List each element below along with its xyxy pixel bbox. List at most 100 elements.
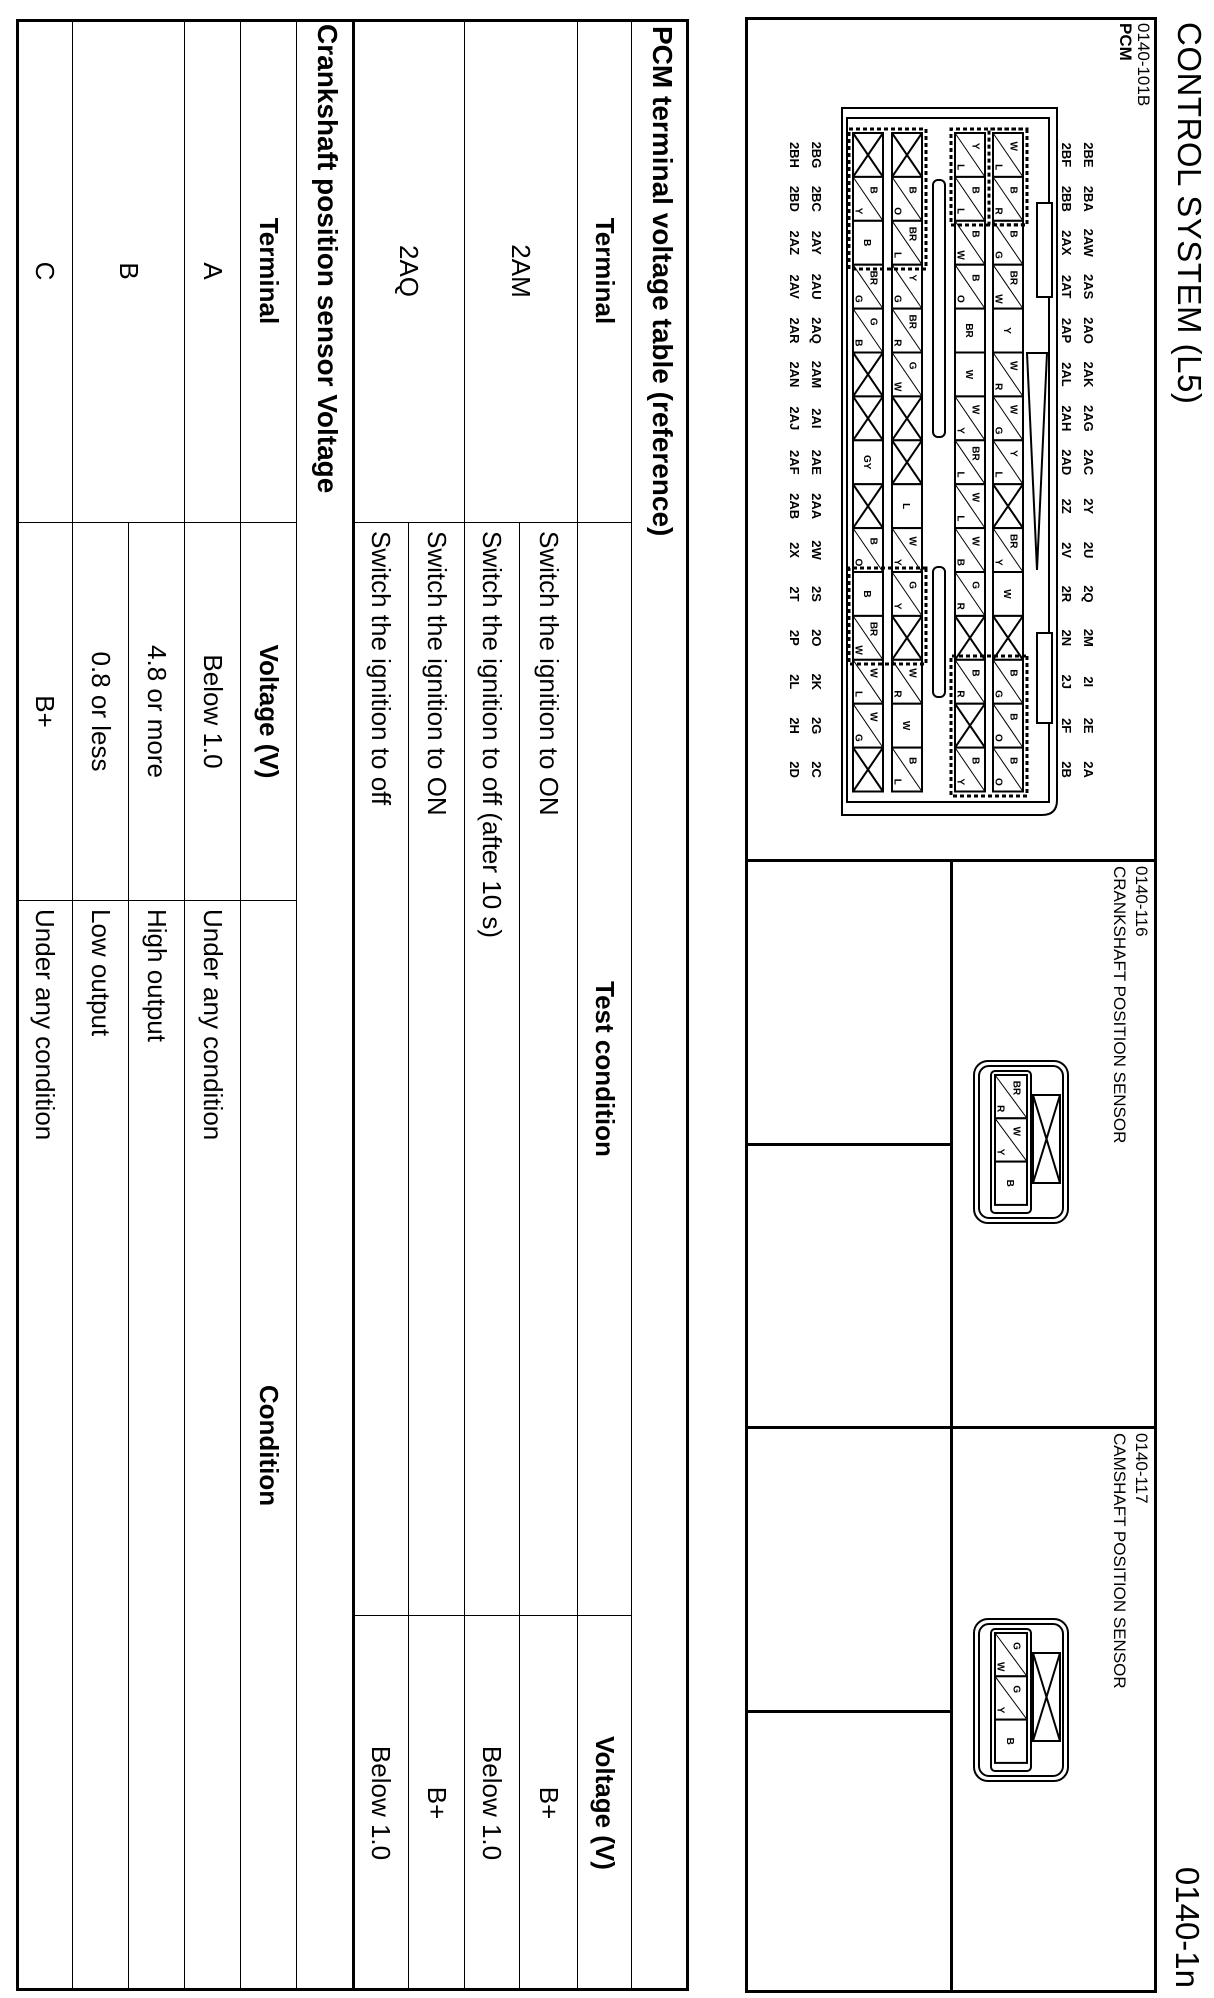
hatched-group-outline	[847, 566, 928, 666]
wire-color-base: BR	[867, 271, 878, 286]
pin-label: 2I	[1081, 676, 1096, 687]
connector-cavity	[994, 1160, 1028, 1206]
pin-label: 2Q	[1081, 585, 1096, 602]
empty-cavity-cross-icon	[891, 615, 923, 661]
wire-color-stripe: L	[954, 208, 965, 214]
pcm-condition-cell: Switch the ignition to ON	[408, 522, 465, 1616]
wire-color-stripe: Y	[992, 559, 1003, 566]
wire-stripe-divider	[992, 220, 1024, 265]
wire-color-stripe: L	[954, 164, 965, 170]
pcm-terminal-cell: 2AM	[464, 19, 578, 523]
wire-stripe-divider	[992, 176, 1024, 222]
wire-color-stripe: Y	[954, 779, 965, 786]
wire-stripe-divider	[954, 220, 986, 265]
wire-color-stripe: Y	[995, 1707, 1006, 1714]
crank-condition-cell: Under any condition	[16, 900, 73, 1991]
connector-housing	[973, 1618, 1069, 1782]
crank-condition-cell: High output	[128, 900, 185, 1991]
wire-color-stripe: L	[891, 252, 902, 258]
empty-cavity-cross-icon	[992, 615, 1024, 661]
divider	[352, 19, 355, 1991]
wire-color-stripe: O	[852, 558, 863, 566]
wire-color-stripe: Y	[954, 427, 965, 434]
pin-label: 2AD	[1059, 449, 1074, 475]
wire-color-stripe: L	[954, 471, 965, 477]
wire-stripe-divider	[891, 747, 923, 792]
pin-label: 2AA	[809, 493, 824, 520]
wire-color-stripe: R	[995, 1105, 1006, 1113]
empty-cavity-cross-icon	[954, 703, 986, 749]
empty-cavity-cross-icon	[852, 351, 884, 397]
pin-label: 2D	[787, 761, 802, 778]
crank-voltage-cell: 4.8 or more	[128, 522, 185, 901]
wire-stripe-divider	[852, 308, 884, 353]
pcm-table-title: PCM terminal voltage table (reference)	[647, 26, 678, 537]
wire-color: B	[861, 239, 872, 246]
wire-color: B	[861, 590, 872, 597]
wire-color: W	[1001, 589, 1012, 599]
pin-label: 2AP	[1059, 318, 1074, 344]
pin-label: 2AW	[1081, 229, 1096, 258]
wire-color-stripe: R	[954, 603, 965, 611]
pin-label: 2A	[1081, 761, 1096, 778]
pin-label: 2AF	[787, 450, 802, 475]
wire-color-stripe: R	[992, 383, 1003, 391]
wire-color-stripe: O	[954, 295, 965, 303]
pin-label: 2BF	[1059, 143, 1074, 168]
connector-housing	[990, 1628, 1032, 1772]
pin-label: 2BD	[787, 186, 802, 212]
pin-label: 2AS	[1081, 274, 1096, 300]
pcm-voltage-cell: Below 1.0	[464, 1615, 520, 1991]
pin-label: 2Z	[1059, 499, 1074, 514]
wire-stripe-divider	[994, 1676, 1028, 1720]
wire-color-stripe: G	[891, 295, 902, 303]
pin-label: 2AC	[1081, 449, 1096, 476]
wire-color-stripe: G	[852, 295, 863, 303]
pin-label: 2AV	[787, 274, 802, 299]
wire-color-stripe: O	[891, 207, 902, 215]
crank-terminal-cell: C	[16, 19, 73, 523]
pcm-condition-cell: Switch the ignition to off	[353, 522, 409, 1616]
pin-label: 2BC	[809, 186, 824, 213]
crank-terminal-cell: A	[184, 19, 241, 523]
pin-label: 2M	[1081, 629, 1096, 647]
pin-label: 2AB	[787, 493, 802, 519]
wire-color-base: Y	[969, 143, 980, 150]
wire-stripe-divider	[954, 264, 986, 309]
wire-color: L	[900, 503, 911, 509]
crank-voltage-cell: Below 1.0	[184, 522, 241, 901]
wire-color-stripe: O	[992, 734, 1003, 742]
wire-color-base: W	[1007, 361, 1018, 371]
pin-label: 2T	[787, 586, 802, 601]
wire-color-base: W	[969, 537, 980, 547]
crank-condition-cell: Under any condition	[184, 900, 241, 1991]
hatched-group-outline	[987, 127, 1029, 227]
wire-stripe-divider	[891, 308, 923, 353]
hatched-group-outline	[949, 654, 1029, 798]
wire-color: W	[963, 370, 974, 380]
wire-color-stripe: B	[954, 559, 965, 566]
wire-color-base: W	[969, 493, 980, 503]
wire-stripe-divider	[852, 703, 884, 748]
wire-color: BR	[963, 323, 974, 338]
wire-color-base: B	[867, 538, 878, 545]
pin-label: 2C	[809, 761, 824, 778]
crank-header-voltage: Voltage (V)	[240, 522, 297, 901]
wire-stripe-divider	[954, 659, 986, 704]
pin-label: 2B	[1059, 761, 1074, 778]
wire-color-base: G	[867, 318, 878, 326]
wire-color-stripe: W	[852, 645, 863, 655]
wire-color: B	[1004, 1738, 1015, 1745]
wire-color-base: B	[969, 186, 980, 193]
wire-stripe-divider	[992, 703, 1024, 748]
pcm-condition-cell: Switch the ignition to ON	[519, 522, 578, 1616]
empty-cavity-cross-icon	[852, 747, 884, 793]
crank-header-terminal: Terminal	[240, 19, 297, 523]
camshaft-sensor-connector: G W G Y B	[973, 1618, 1069, 1782]
pin-label: 2O	[809, 629, 824, 646]
wire-color-base: W	[969, 405, 980, 415]
wire-stripe-divider	[891, 571, 923, 617]
pin-label: 2AY	[809, 231, 824, 255]
pcm-voltage-cell: Below 1.0	[353, 1615, 409, 1991]
wire-color-base: B	[969, 274, 980, 281]
